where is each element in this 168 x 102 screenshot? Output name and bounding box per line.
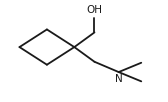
Text: N: N xyxy=(115,74,122,84)
Text: OH: OH xyxy=(87,5,102,15)
